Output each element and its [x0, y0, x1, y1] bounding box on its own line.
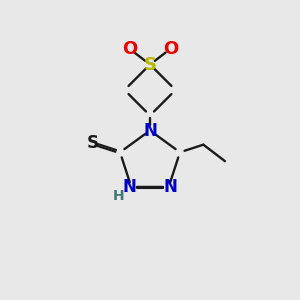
Text: H: H: [113, 190, 125, 203]
Text: S: S: [87, 134, 99, 152]
Text: S: S: [143, 56, 157, 74]
Text: N: N: [143, 122, 157, 140]
Text: O: O: [163, 40, 178, 58]
Text: O: O: [122, 40, 137, 58]
Text: N: N: [164, 178, 178, 196]
Text: N: N: [122, 178, 136, 196]
